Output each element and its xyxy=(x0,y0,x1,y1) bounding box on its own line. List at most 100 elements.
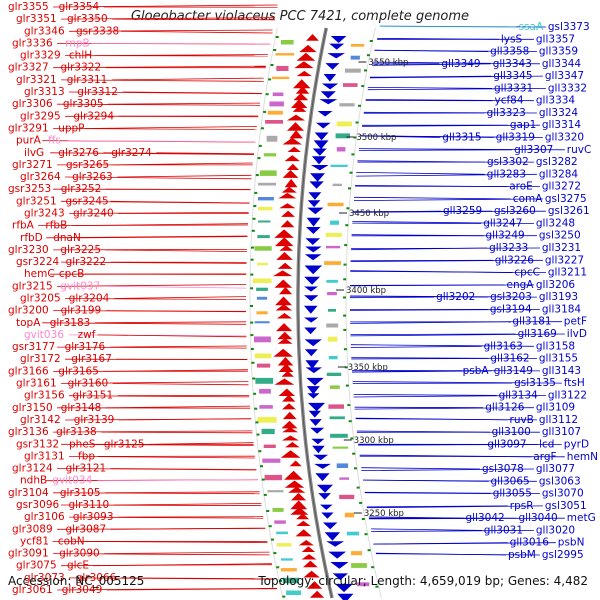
feature-block xyxy=(350,55,360,60)
feature-block xyxy=(324,261,342,265)
feature-block xyxy=(256,296,268,300)
connector-line xyxy=(372,63,491,66)
reverse-gene-arrow xyxy=(307,200,321,208)
reverse-gene-arrow xyxy=(330,562,349,569)
reverse-gene-arrow xyxy=(320,91,336,99)
gene-label-glr3295: glr3295 xyxy=(20,110,61,122)
gene-label-cobn: cobN xyxy=(58,535,85,547)
feature-block xyxy=(258,197,274,201)
gene-label-glr3251: glr3251 xyxy=(16,195,57,207)
gene-label-glr3142: glr3142 xyxy=(20,414,61,426)
gc-tick xyxy=(276,566,280,569)
reverse-gene-arrow xyxy=(337,593,354,600)
gene-label-glr3165: glr3165 xyxy=(58,365,99,377)
gene-label-ycf84: ycf84 xyxy=(495,95,524,107)
connector-line xyxy=(69,395,250,398)
gene-label-gll3031: gll3031 xyxy=(484,524,523,536)
gene-label-glr3240: glr3240 xyxy=(73,208,114,220)
forward-gene-arrow xyxy=(303,570,320,578)
connector-line xyxy=(350,345,482,348)
reverse-gene-arrow xyxy=(310,165,329,171)
gene-label-glr3271: glr3271 xyxy=(12,159,53,171)
connector-line xyxy=(374,49,489,52)
reverse-gene-arrow xyxy=(306,227,321,234)
gene-label-glr3075: glr3075 xyxy=(16,560,57,572)
gc-tick xyxy=(268,78,272,81)
kbp-label-3300-kbp: 3300 kbp xyxy=(354,436,394,446)
feature-block xyxy=(256,311,268,315)
gc-tick xyxy=(275,36,279,38)
gc-tick xyxy=(255,174,259,177)
feature-block xyxy=(329,416,345,420)
connector-line xyxy=(105,310,247,312)
connector-line xyxy=(57,103,261,106)
gene-label-glr3121: glr3121 xyxy=(66,463,107,475)
feature-block xyxy=(281,558,293,561)
gene-label-cpcc: cpcC xyxy=(514,267,540,279)
feature-block xyxy=(336,463,349,468)
forward-gene-arrow xyxy=(280,220,295,228)
forward-gene-arrow xyxy=(296,52,316,61)
gene-label-glr3215: glr3215 xyxy=(12,280,53,292)
gc-tick xyxy=(265,93,269,96)
feature-block xyxy=(330,220,339,225)
feature-block xyxy=(326,323,339,328)
gene-label-glr3090: glr3090 xyxy=(59,548,100,560)
connector-line xyxy=(67,140,256,143)
gene-label-gll3331: gll3331 xyxy=(494,82,533,94)
forward-gene-arrow xyxy=(292,105,307,112)
reverse-gene-arrow xyxy=(318,493,331,500)
gc-tick xyxy=(256,433,260,436)
gene-label-glr3230: glr3230 xyxy=(8,244,49,256)
reverse-gene-arrow xyxy=(311,438,325,445)
connector-line xyxy=(356,173,537,177)
connector-line xyxy=(110,527,266,530)
gene-label-gsl3250: gsl3250 xyxy=(539,230,581,242)
connector-line xyxy=(349,295,489,298)
feature-block xyxy=(254,353,272,359)
reverse-gene-arrow xyxy=(313,140,329,150)
gene-label-glr3313: glr3313 xyxy=(24,86,65,98)
gene-label-gsl3261: gsl3261 xyxy=(548,205,590,217)
gc-tick xyxy=(343,278,347,281)
connector-line xyxy=(105,286,247,289)
feature-block xyxy=(265,120,283,124)
reverse-gene-arrow xyxy=(306,217,321,227)
gene-label-gsl3282: gsl3282 xyxy=(536,156,578,168)
connector-line xyxy=(350,333,516,336)
gene-label-glr3350: glr3350 xyxy=(67,13,108,25)
gc-tick xyxy=(250,273,254,276)
genome-backbone-core xyxy=(297,27,333,599)
gene-label-gll3122: gll3122 xyxy=(548,389,587,401)
gene-label-coma: comA xyxy=(513,193,543,205)
feature-block xyxy=(261,428,275,435)
gene-label-gsl3275: gsl3275 xyxy=(545,193,587,205)
forward-gene-arrow xyxy=(301,554,317,560)
gene-label-gsr3253: gsr3253 xyxy=(8,183,51,195)
gene-label-psbn: psbN xyxy=(558,537,585,549)
gene-label-gll3284: gll3284 xyxy=(539,168,579,180)
forward-gene-arrow xyxy=(277,357,294,366)
reverse-gene-arrow xyxy=(326,541,344,547)
gene-label-gll3357: gll3357 xyxy=(536,33,575,45)
gene-label-glr3124: glr3124 xyxy=(12,463,53,475)
feature-block xyxy=(330,164,348,167)
feature-block xyxy=(272,92,284,97)
kbp-label-3550-kbp: 3550 kbp xyxy=(368,58,408,68)
forward-gene-arrow xyxy=(284,178,298,188)
connector-line xyxy=(372,61,540,65)
feature-block xyxy=(326,279,338,283)
connector-line xyxy=(358,444,486,446)
gc-tick xyxy=(250,334,254,337)
gene-label-gvit037: gvit037 xyxy=(60,280,100,292)
gc-tick xyxy=(282,595,286,598)
gc-tick xyxy=(258,450,262,453)
reverse-gene-arrow xyxy=(317,111,333,117)
connector-line xyxy=(379,26,517,28)
gene-track-band: 3550 kbp 3500 kbp 3450 kbp 3400 kbp 3350 kbp… xyxy=(249,27,408,600)
feature-block xyxy=(339,477,349,480)
reverse-gene-arrow xyxy=(314,463,331,469)
connector-line xyxy=(53,553,270,556)
connector-line xyxy=(362,479,489,482)
gc-tick xyxy=(361,85,365,88)
